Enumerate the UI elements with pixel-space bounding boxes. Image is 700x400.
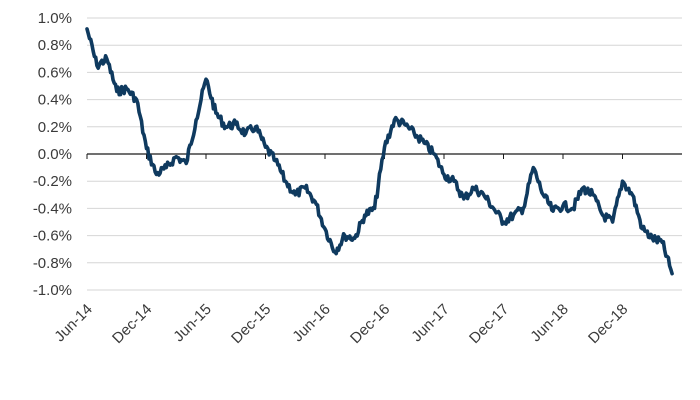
y-tick-label: 0.0%: [38, 146, 72, 163]
y-tick-label: -0.6%: [33, 228, 72, 245]
x-tick-label: Dec-15: [228, 301, 274, 347]
y-tick-label: -1.0%: [33, 282, 72, 299]
x-tick-label: Jun-15: [170, 301, 214, 345]
x-tick-label: Dec-17: [466, 301, 512, 347]
y-tick-label: 0.2%: [38, 119, 72, 136]
y-tick-label: -0.8%: [33, 255, 72, 272]
series-line: [85, 27, 674, 276]
x-tick-label: Jun-14: [51, 301, 95, 345]
y-tick-label: -0.4%: [33, 200, 72, 217]
x-tick-label: Dec-18: [585, 301, 631, 347]
x-tick-label: Dec-14: [109, 301, 155, 347]
y-tick-label: -0.2%: [33, 173, 72, 190]
x-tick-label: Jun-18: [527, 301, 571, 345]
x-tick-label: Jun-16: [289, 301, 333, 345]
y-tick-label: 0.8%: [38, 37, 72, 54]
x-tick-label: Dec-16: [347, 301, 393, 347]
y-axis-tick-labels: 1.0% 0.8% 0.6% 0.4% 0.2% 0.0% -0.2% -0.4% -0.6% -…: [33, 10, 72, 299]
x-tick-label: Jun-17: [408, 301, 452, 345]
y-tick-label: 0.6%: [38, 64, 72, 81]
y-tick-label: 0.4%: [38, 92, 72, 109]
y-tick-label: 1.0%: [38, 10, 72, 27]
x-axis-ticks: Jun-14 Dec-14 Jun-15 Dec-15 Jun-16 Dec-16 Jun-…: [51, 154, 631, 347]
gridlines: [87, 17, 682, 291]
series-layer: [85, 27, 674, 276]
